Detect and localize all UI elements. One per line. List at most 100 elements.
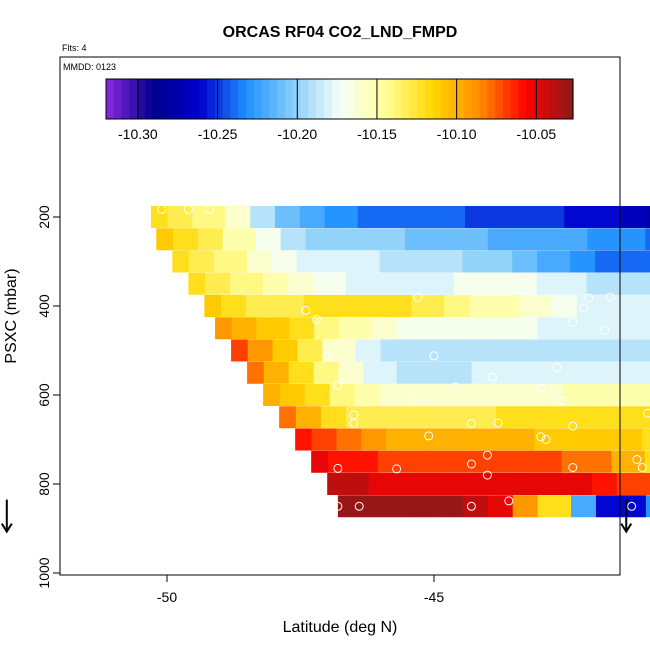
heatmap-cell (192, 206, 202, 228)
heatmap-cell (362, 406, 372, 429)
heatmap-cell (463, 228, 472, 251)
colorbar-swatch (230, 79, 239, 119)
heatmap-cell (520, 317, 530, 340)
colorbar-swatch (495, 79, 504, 119)
heatmap-cell (538, 339, 548, 362)
heatmap-cell (321, 384, 331, 406)
heatmap-cell (601, 295, 611, 317)
observation-marker (568, 318, 578, 327)
heatmap-cell (436, 450, 446, 473)
heatmap-cell (512, 406, 522, 429)
flts-label: Flts: 4 (62, 43, 87, 53)
heatmap-cell (463, 339, 473, 362)
heatmap-cell (410, 428, 420, 451)
observation-marker (183, 204, 193, 214)
heatmap-cell (509, 428, 519, 451)
heatmap-cell (512, 228, 522, 251)
heatmap-cell (347, 317, 357, 340)
heatmap-cell (579, 361, 589, 384)
heatmap-cell (444, 450, 454, 473)
heatmap-cell (341, 206, 350, 228)
heatmap-cell (493, 428, 503, 451)
heatmap-cell (255, 361, 265, 384)
heatmap-cell (487, 317, 497, 340)
heatmap-cell (396, 228, 406, 251)
heatmap-cell (571, 384, 581, 406)
heatmap-cell (274, 206, 284, 228)
heatmap-cell (304, 406, 314, 429)
heatmap-cell (514, 206, 524, 228)
heatmap-cell (215, 317, 224, 340)
colorbar-swatch (152, 79, 162, 119)
heatmap-cell (504, 317, 513, 340)
observation-marker (333, 380, 343, 390)
heatmap-cell (345, 272, 355, 295)
heatmap-cell (529, 361, 539, 384)
heatmap-cell (502, 450, 512, 473)
heatmap-cell (526, 428, 536, 451)
heatmap-cell (330, 228, 340, 251)
heatmap-cell (361, 295, 371, 317)
heatmap-cell (379, 250, 389, 273)
heatmap-cell (596, 384, 606, 406)
heatmap-cell (628, 450, 638, 473)
heatmap-cell (280, 339, 290, 362)
heatmap-cell (568, 295, 578, 317)
heatmap-cell (354, 272, 364, 295)
observation-marker (333, 501, 343, 511)
heatmap-cell (379, 384, 389, 406)
colorbar-swatch (565, 79, 574, 119)
heatmap-cell (504, 495, 514, 518)
heatmap-cell (556, 206, 565, 228)
heatmap-cell (239, 228, 249, 251)
heatmap-cell (371, 250, 381, 273)
heatmap-cell (313, 228, 323, 251)
heatmap-cell (197, 250, 207, 273)
heatmap-cell (412, 272, 422, 295)
heatmap-cell (258, 206, 268, 228)
chart-title: ORCAS RF04 CO2_LND_FMPD (223, 24, 458, 41)
heatmap-cell (554, 384, 564, 406)
heatmap-cell (440, 206, 450, 228)
heatmap-cell (388, 361, 398, 384)
heatmap-cell (343, 473, 353, 495)
colorbar-swatch (137, 79, 146, 119)
heatmap-cell (371, 384, 381, 406)
observation-marker (493, 418, 503, 428)
heatmap-cell (295, 428, 305, 451)
heatmap-cell (402, 450, 412, 473)
heatmap-cell (594, 317, 604, 340)
heatmap-cell (596, 361, 606, 384)
heatmap-cell (312, 272, 322, 295)
heatmap-cell (423, 206, 433, 228)
heatmap-cell (380, 361, 390, 384)
heatmap-cell (562, 228, 572, 251)
heatmap-cell (629, 339, 639, 362)
heatmap-cell (529, 406, 539, 429)
colorbar-border (105, 78, 574, 120)
heatmap-cell (481, 206, 491, 228)
heatmap-cell (495, 272, 505, 295)
heatmap-cell (221, 272, 231, 295)
colorbar-swatch (222, 79, 232, 119)
heatmap-cell (521, 406, 531, 429)
heatmap-cell (446, 361, 456, 384)
heatmap-cell (479, 406, 489, 429)
heatmap-cell (395, 406, 405, 429)
heatmap-cell (539, 206, 549, 228)
colorbar-swatch (168, 79, 177, 119)
heatmap-cell (404, 250, 414, 273)
heatmap-cell (612, 228, 622, 251)
heatmap-cell (404, 317, 414, 340)
heatmap-cell (484, 428, 494, 451)
heatmap-cell (374, 206, 384, 228)
heatmap-cell (469, 450, 479, 473)
heatmap-cell (608, 473, 618, 495)
colorbar-swatch (106, 79, 115, 119)
heatmap-cell (446, 228, 456, 251)
colorbar-swatch (409, 79, 418, 119)
colorbar-swatch (471, 79, 481, 119)
colorbar-swatch (144, 79, 154, 119)
heatmap-cell (357, 206, 367, 228)
heatmap-cell (612, 495, 622, 518)
